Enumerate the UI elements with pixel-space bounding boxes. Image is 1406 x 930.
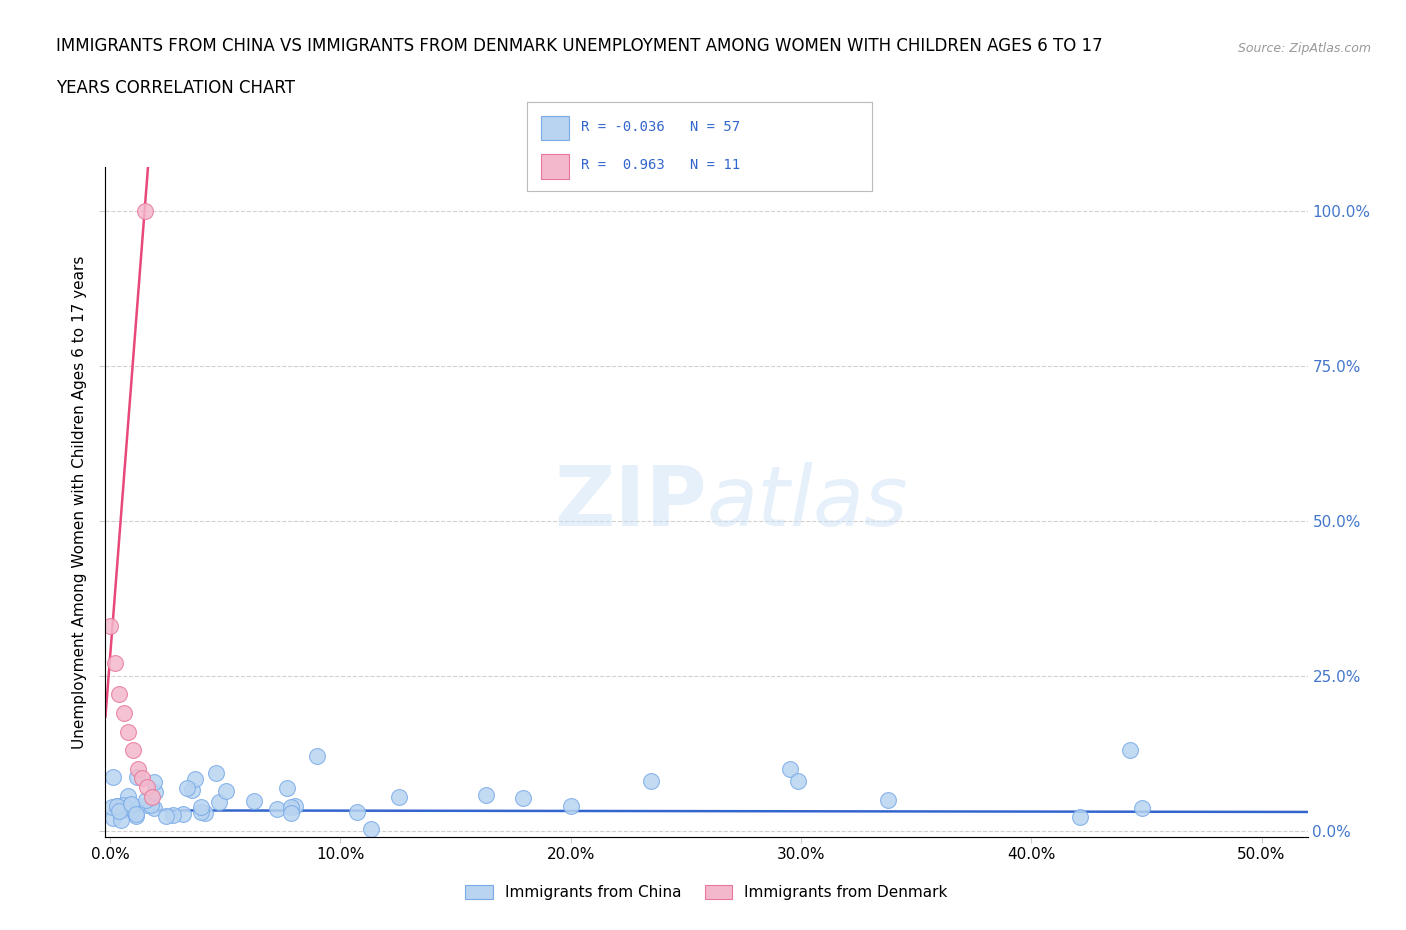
- Point: [125, 806, 148, 821]
- Point: [104, 656, 127, 671]
- Point: [101, 769, 124, 784]
- Point: [1069, 809, 1091, 824]
- Text: IMMIGRANTS FROM CHINA VS IMMIGRANTS FROM DENMARK UNEMPLOYMENT AMONG WOMEN WITH C: IMMIGRANTS FROM CHINA VS IMMIGRANTS FROM…: [56, 37, 1102, 55]
- Point: [162, 807, 184, 822]
- Text: Source: ZipAtlas.com: Source: ZipAtlas.com: [1237, 42, 1371, 55]
- Point: [640, 774, 662, 789]
- Point: [135, 793, 157, 808]
- Point: [176, 780, 198, 795]
- Point: [560, 799, 582, 814]
- Point: [122, 743, 145, 758]
- Point: [141, 790, 163, 804]
- Point: [125, 808, 148, 823]
- Point: [143, 785, 166, 800]
- Point: [110, 801, 132, 816]
- Point: [101, 800, 124, 815]
- Point: [120, 797, 142, 812]
- Text: ZIP: ZIP: [554, 461, 707, 543]
- Point: [135, 780, 157, 795]
- Point: [103, 810, 125, 825]
- Point: [172, 806, 194, 821]
- Point: [108, 687, 131, 702]
- Point: [155, 808, 177, 823]
- Point: [115, 802, 138, 817]
- Point: [284, 799, 307, 814]
- Y-axis label: Unemployment Among Women with Children Ages 6 to 17 years: Unemployment Among Women with Children A…: [72, 256, 87, 749]
- Point: [143, 775, 166, 790]
- Point: [1130, 801, 1153, 816]
- Point: [280, 800, 302, 815]
- Point: [117, 799, 139, 814]
- Point: [112, 706, 135, 721]
- Point: [139, 798, 162, 813]
- Point: [360, 822, 382, 837]
- Text: atlas: atlas: [707, 461, 908, 543]
- Point: [1118, 743, 1140, 758]
- Point: [110, 813, 132, 828]
- Point: [243, 794, 266, 809]
- Point: [190, 804, 212, 819]
- Point: [131, 771, 153, 786]
- Point: [388, 790, 411, 804]
- Point: [787, 774, 810, 789]
- Point: [98, 618, 121, 633]
- Legend: Immigrants from China, Immigrants from Denmark: Immigrants from China, Immigrants from D…: [460, 879, 953, 907]
- Point: [125, 770, 148, 785]
- Point: [214, 784, 236, 799]
- Point: [134, 204, 156, 219]
- Point: [204, 765, 226, 780]
- Point: [877, 792, 900, 807]
- Point: [117, 724, 139, 739]
- Point: [136, 798, 159, 813]
- Point: [127, 762, 149, 777]
- Point: [512, 790, 534, 805]
- Point: [307, 749, 329, 764]
- FancyBboxPatch shape: [541, 154, 568, 179]
- Point: [181, 783, 204, 798]
- Point: [184, 772, 207, 787]
- Point: [111, 798, 134, 813]
- Point: [208, 795, 231, 810]
- Point: [190, 800, 212, 815]
- Text: R =  0.963   N = 11: R = 0.963 N = 11: [581, 157, 740, 172]
- Point: [105, 798, 128, 813]
- Point: [346, 804, 368, 819]
- Point: [194, 805, 217, 820]
- Point: [112, 801, 135, 816]
- Point: [117, 789, 139, 804]
- Point: [779, 762, 801, 777]
- Point: [475, 787, 498, 802]
- Point: [266, 801, 288, 816]
- Text: R = -0.036   N = 57: R = -0.036 N = 57: [581, 120, 740, 134]
- Text: YEARS CORRELATION CHART: YEARS CORRELATION CHART: [56, 79, 295, 97]
- Point: [105, 799, 128, 814]
- Point: [108, 804, 131, 818]
- Point: [142, 800, 165, 815]
- Point: [120, 804, 142, 818]
- FancyBboxPatch shape: [541, 115, 568, 140]
- Point: [276, 781, 298, 796]
- Point: [280, 805, 302, 820]
- Point: [120, 796, 142, 811]
